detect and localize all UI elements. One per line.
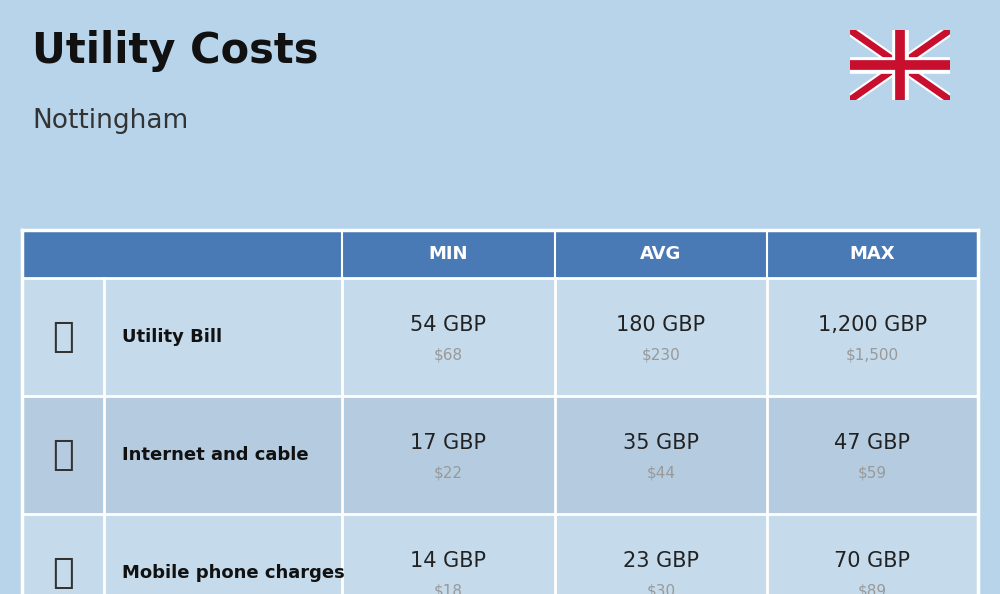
Text: 23 GBP: 23 GBP bbox=[623, 551, 699, 571]
Text: 14 GBP: 14 GBP bbox=[411, 551, 486, 571]
Text: Utility Bill: Utility Bill bbox=[122, 328, 222, 346]
Text: MAX: MAX bbox=[850, 245, 895, 263]
Text: 47 GBP: 47 GBP bbox=[834, 433, 910, 453]
Text: $68: $68 bbox=[434, 347, 463, 362]
Text: 70 GBP: 70 GBP bbox=[834, 551, 910, 571]
Text: $1,500: $1,500 bbox=[846, 347, 899, 362]
Text: Mobile phone charges: Mobile phone charges bbox=[122, 564, 345, 582]
Text: Utility Costs: Utility Costs bbox=[32, 30, 318, 72]
Text: $18: $18 bbox=[434, 583, 463, 594]
Text: 54 GBP: 54 GBP bbox=[411, 315, 486, 335]
Text: Nottingham: Nottingham bbox=[32, 108, 188, 134]
Text: $44: $44 bbox=[646, 466, 676, 481]
Text: 17 GBP: 17 GBP bbox=[411, 433, 486, 453]
Text: MIN: MIN bbox=[429, 245, 468, 263]
Text: 🔌: 🔌 bbox=[52, 320, 74, 354]
Text: $22: $22 bbox=[434, 466, 463, 481]
Text: $30: $30 bbox=[646, 583, 676, 594]
Text: 180 GBP: 180 GBP bbox=[616, 315, 706, 335]
Text: Internet and cable: Internet and cable bbox=[122, 446, 309, 464]
Text: 📡: 📡 bbox=[52, 438, 74, 472]
Text: 35 GBP: 35 GBP bbox=[623, 433, 699, 453]
Text: $230: $230 bbox=[642, 347, 680, 362]
Text: $59: $59 bbox=[858, 466, 887, 481]
Text: AVG: AVG bbox=[640, 245, 682, 263]
Text: 1,200 GBP: 1,200 GBP bbox=[818, 315, 927, 335]
Text: $89: $89 bbox=[858, 583, 887, 594]
Text: 📱: 📱 bbox=[52, 556, 74, 590]
